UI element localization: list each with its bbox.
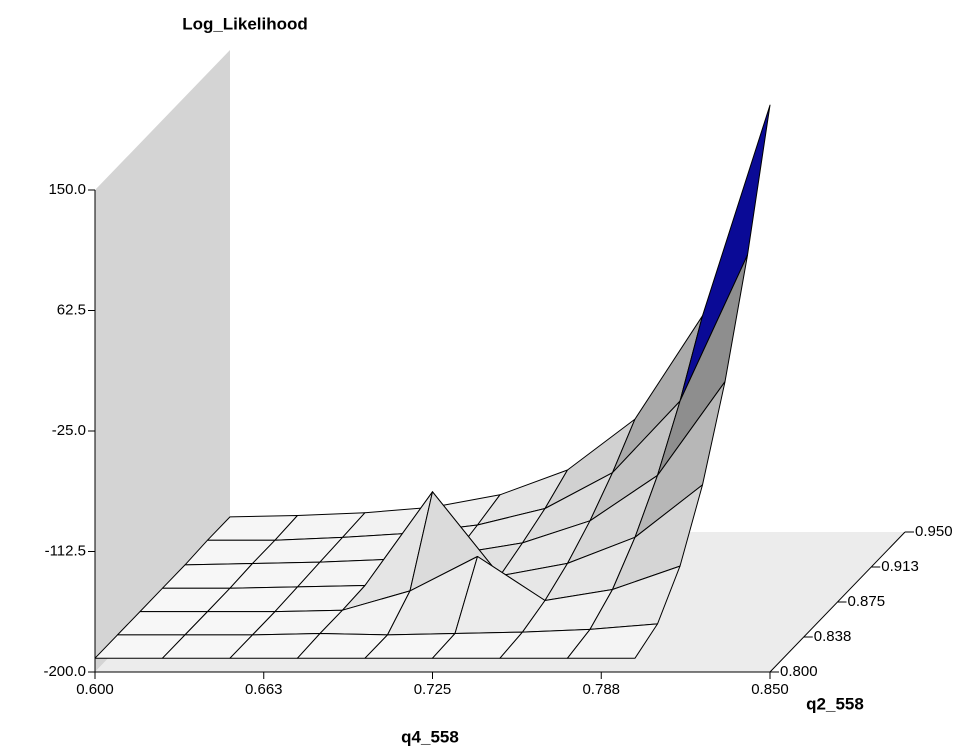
x-tick-label: 0.663 [245,681,283,698]
back-wall [95,50,230,672]
surface-cell [567,623,658,659]
y-tick-label: 0.838 [814,628,852,645]
x-tick-label: 0.725 [414,681,452,698]
x-axis-label: q4_558 [401,727,459,746]
x-tick-label: 0.850 [751,681,789,698]
x-tick-label: 0.600 [76,681,114,698]
z-tick-label: -25.0 [52,422,86,439]
x-tick-label: 0.788 [582,681,620,698]
y-tick-label: 0.950 [915,523,953,540]
y-axis-label: q2_558 [806,694,864,713]
z-tick-label: -112.5 [45,542,86,559]
z-tick-label: -200.0 [43,663,86,680]
chart-title: Log_Likelihood [182,14,308,33]
y-tick-label: 0.875 [848,593,886,610]
z-tick-label: 150.0 [48,181,86,198]
y-tick-label: 0.913 [881,558,919,575]
z-tick-label: 62.5 [57,301,86,318]
y-tick-label: 0.800 [780,663,818,680]
